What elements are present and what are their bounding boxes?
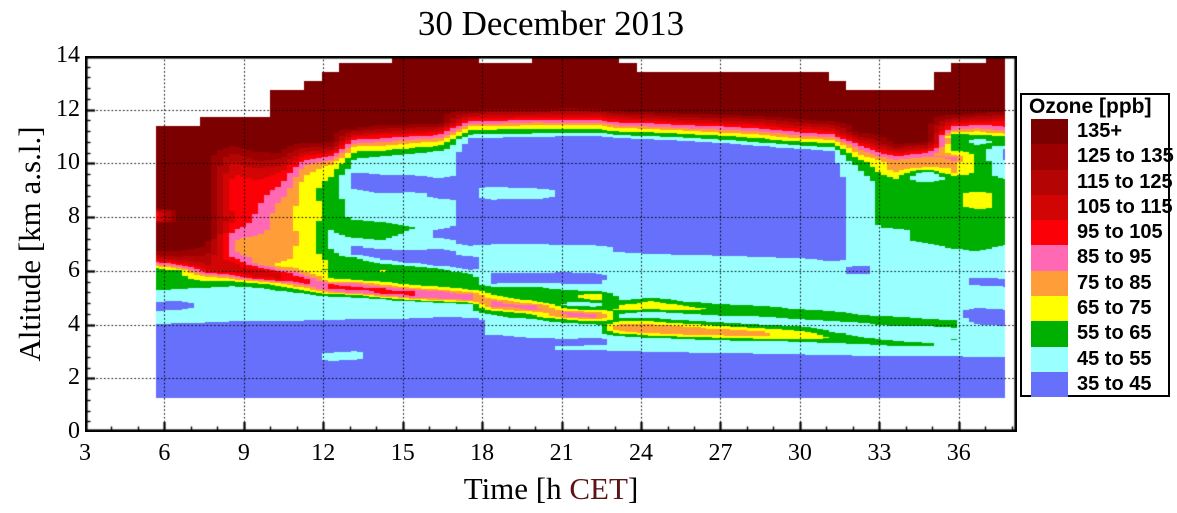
legend-entry-label: 125 to 135: [1077, 145, 1174, 168]
legend-entry: 85 to 95: [1031, 245, 1168, 271]
x-axis-label-unit: CET: [569, 471, 628, 506]
x-tick-label: 27: [708, 440, 733, 466]
legend-swatch: [1031, 220, 1068, 246]
y-tick-label: 14: [56, 42, 80, 68]
legend-entry-label: 35 to 45: [1077, 372, 1152, 395]
legend-entry-label: 75 to 85: [1077, 271, 1152, 294]
x-tick-label: 36: [946, 440, 971, 466]
x-tick-label: 6: [158, 440, 171, 466]
x-tick-label: 12: [311, 440, 336, 466]
legend-entry: 35 to 45: [1031, 371, 1168, 398]
legend-swatch: [1031, 270, 1068, 297]
legend-entry-label: 65 to 75: [1077, 297, 1152, 320]
legend-entry-label: 55 to 65: [1077, 322, 1152, 345]
x-tick-label: 21: [549, 440, 574, 466]
legend-entry: 75 to 85: [1031, 270, 1168, 297]
y-tick-label: 2: [68, 364, 80, 391]
legend-entry-label: 95 to 105: [1077, 221, 1163, 244]
legend-entry: 45 to 55: [1031, 346, 1168, 372]
legend-entry-label: 45 to 55: [1077, 347, 1152, 370]
legend-swatch: [1031, 194, 1068, 221]
contour-plot-canvas: [85, 56, 1017, 432]
x-tick-label: 33: [867, 440, 892, 466]
x-tick-label: 9: [237, 440, 250, 466]
y-tick-label: 0: [68, 418, 80, 444]
x-tick-label: 3: [79, 440, 91, 466]
legend-entry: 95 to 105: [1031, 220, 1168, 246]
legend-entry: 115 to 125: [1031, 169, 1173, 195]
legend-title: Ozone [ppb]: [1029, 95, 1152, 118]
legend-swatch: [1031, 169, 1068, 195]
legend-swatch: [1031, 119, 1068, 145]
y-tick-label: 8: [68, 203, 80, 230]
chart-title: 30 December 2013: [417, 4, 685, 43]
legend-box: Ozone [ppb] 135+ 125 to 135 115 to 125 105 …: [1020, 93, 1174, 398]
legend-entry: 125 to 135: [1031, 144, 1174, 170]
legend-swatch: [1031, 144, 1068, 170]
plot-area: [85, 56, 1017, 432]
legend-swatch: [1031, 346, 1068, 372]
legend-entry: 105 to 115: [1031, 194, 1173, 221]
legend-swatch: [1031, 296, 1068, 322]
legend-swatch: [1031, 321, 1068, 347]
legend-swatch: [1031, 245, 1068, 271]
legend-entry-label: 105 to 115: [1077, 195, 1173, 218]
y-tick-label: 4: [68, 310, 80, 337]
y-tick-label: 12: [56, 95, 80, 122]
legend-swatch: [1031, 371, 1068, 398]
legend-entry: 135+: [1031, 119, 1168, 145]
y-tick-label: 10: [56, 149, 80, 176]
legend-entries: 135+ 125 to 135 115 to 125 105 to 115 95 to …: [1022, 119, 1174, 398]
legend-entry-label: 135+: [1077, 120, 1123, 142]
x-tick-label: 24: [629, 440, 654, 466]
x-tick-label: 18: [470, 440, 495, 466]
x-tick-label: 30: [787, 440, 812, 466]
legend-entry: 65 to 75: [1031, 296, 1168, 322]
x-tick-label: 15: [390, 440, 415, 466]
y-tick-label: 6: [68, 256, 80, 283]
legend-entry-label: 115 to 125: [1077, 170, 1173, 193]
legend-entry: 55 to 65: [1031, 321, 1168, 347]
x-axis-label: Time [h CET]: [463, 471, 639, 506]
legend-entry-label: 85 to 95: [1077, 246, 1152, 269]
